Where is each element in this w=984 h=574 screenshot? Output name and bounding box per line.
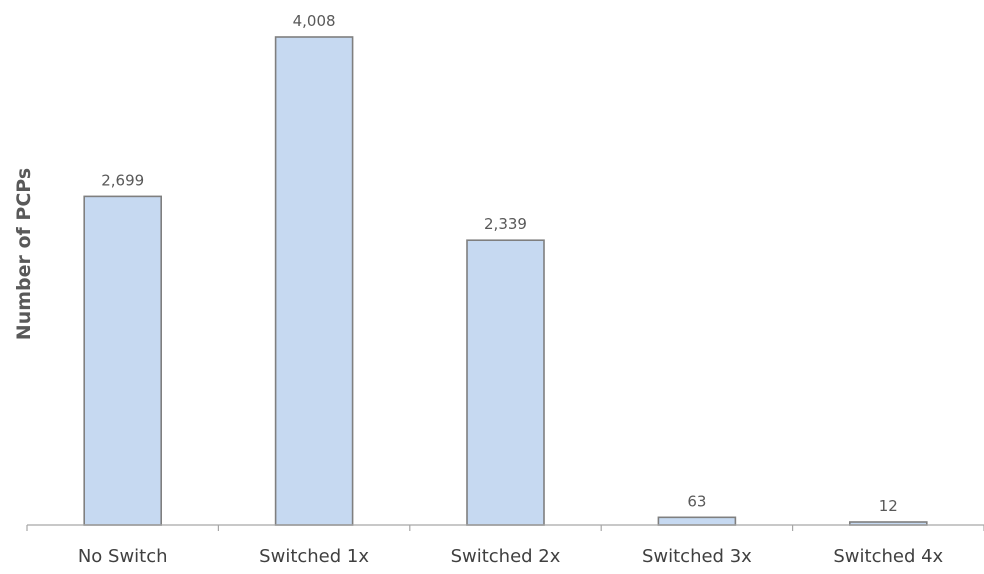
data-label: 2,339: [484, 215, 527, 233]
x-tick-label: No Switch: [78, 546, 168, 567]
data-labels-layer: 2,699 4,008 2,339 63 12: [101, 12, 898, 515]
x-axis: [26, 524, 984, 531]
data-label: 4,008: [293, 12, 336, 30]
y-axis-title: Number of PCPs: [13, 168, 35, 340]
bars-layer: [83, 36, 928, 526]
data-label: 2,699: [101, 171, 144, 189]
bar[interactable]: [657, 516, 737, 526]
x-tick-label: Switched 1x: [259, 546, 369, 567]
x-tick-label: Switched 4x: [833, 546, 943, 567]
bar[interactable]: [83, 195, 162, 526]
x-tick-labels-layer: No Switch Switched 1x Switched 2x Switched …: [78, 546, 944, 567]
bar[interactable]: [274, 36, 354, 526]
data-label: 12: [879, 497, 898, 515]
bar[interactable]: [466, 239, 545, 526]
x-tick-label: Switched 2x: [451, 546, 561, 567]
x-tick-label: Switched 3x: [642, 546, 752, 567]
data-label: 63: [687, 492, 706, 510]
